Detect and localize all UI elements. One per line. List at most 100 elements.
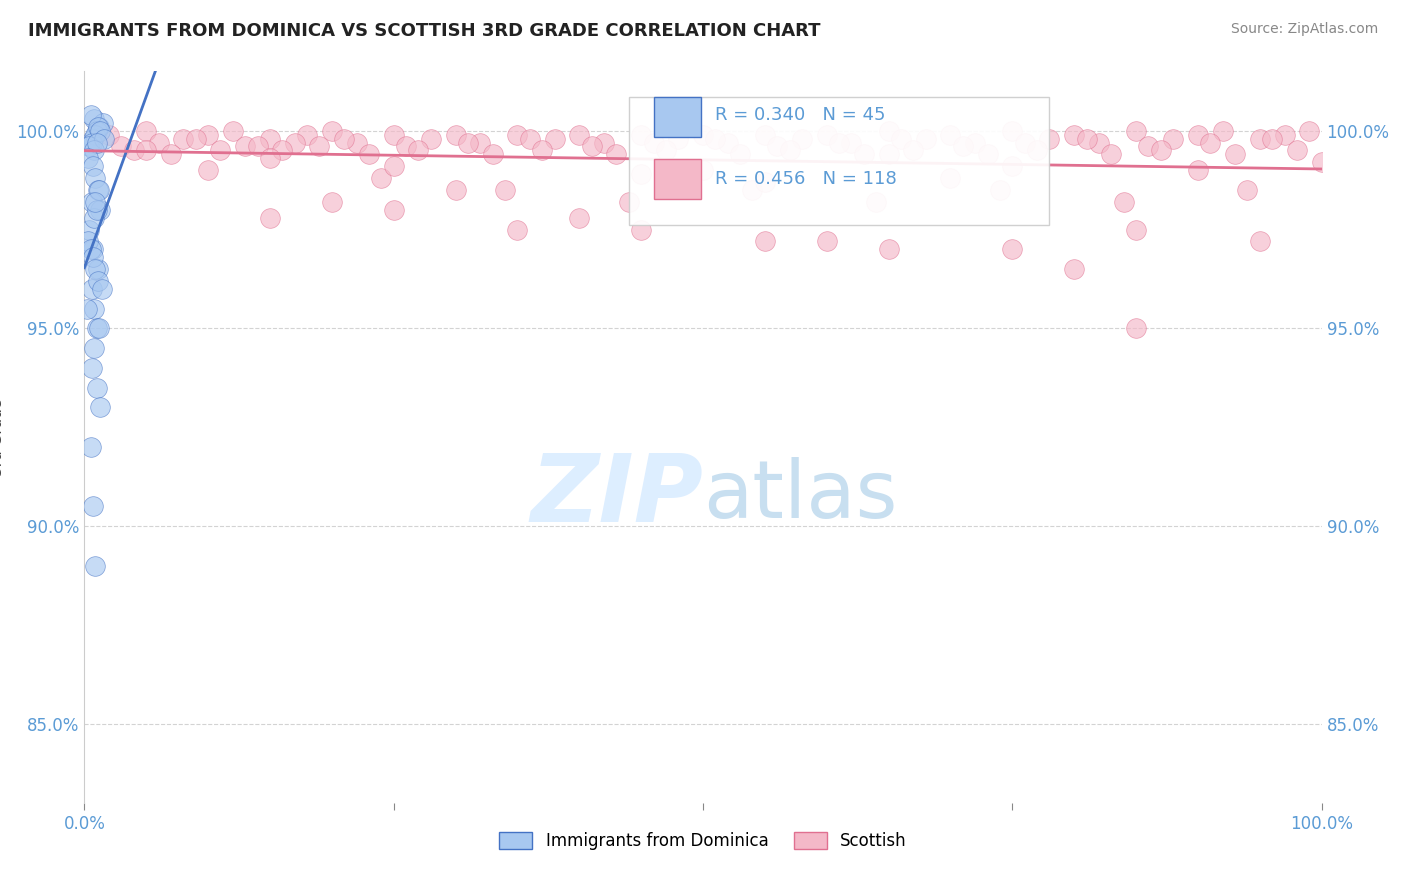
Scottish [976, 147, 998, 161]
Immigrants from Dominica [79, 108, 101, 122]
Immigrants from Dominica [84, 194, 107, 209]
Scottish [728, 147, 751, 161]
Scottish [1014, 136, 1036, 150]
Immigrants from Dominica [89, 123, 111, 137]
Immigrants from Dominica [77, 235, 100, 249]
Scottish [370, 171, 392, 186]
Text: R = 0.456   N = 118: R = 0.456 N = 118 [716, 169, 897, 188]
Scottish [382, 128, 405, 142]
Scottish [1001, 123, 1024, 137]
Immigrants from Dominica [80, 136, 103, 150]
Immigrants from Dominica [79, 242, 101, 256]
Scottish [568, 211, 591, 225]
Scottish [1063, 128, 1085, 142]
Scottish [470, 136, 492, 150]
Text: Source: ZipAtlas.com: Source: ZipAtlas.com [1230, 22, 1378, 37]
Immigrants from Dominica [80, 194, 103, 209]
Scottish [110, 139, 132, 153]
Scottish [1199, 136, 1222, 150]
Scottish [457, 136, 479, 150]
Immigrants from Dominica [89, 120, 111, 134]
Immigrants from Dominica [86, 136, 108, 150]
Scottish [1125, 222, 1147, 236]
Scottish [779, 144, 801, 158]
Scottish [184, 131, 207, 145]
Scottish [122, 144, 145, 158]
Scottish [877, 123, 900, 137]
Scottish [419, 131, 441, 145]
Scottish [259, 131, 281, 145]
Scottish [1187, 163, 1209, 178]
Scottish [1261, 131, 1284, 145]
Text: atlas: atlas [703, 457, 897, 534]
Scottish [890, 131, 912, 145]
Scottish [444, 183, 467, 197]
FancyBboxPatch shape [654, 97, 700, 137]
Scottish [259, 211, 281, 225]
Immigrants from Dominica [84, 128, 107, 142]
Immigrants from Dominica [83, 301, 105, 316]
Scottish [630, 167, 652, 181]
Immigrants from Dominica [83, 112, 105, 126]
Scottish [209, 144, 232, 158]
Scottish [841, 136, 863, 150]
Scottish [1150, 144, 1173, 158]
Scottish [1112, 194, 1135, 209]
Scottish [766, 139, 789, 153]
Immigrants from Dominica [93, 131, 115, 145]
Immigrants from Dominica [79, 139, 101, 153]
Scottish [408, 144, 430, 158]
Immigrants from Dominica [91, 116, 114, 130]
Immigrants from Dominica [82, 242, 104, 256]
Scottish [531, 144, 554, 158]
Scottish [333, 131, 356, 145]
Immigrants from Dominica [89, 202, 111, 217]
Scottish [295, 128, 318, 142]
Scottish [444, 128, 467, 142]
Scottish [1187, 128, 1209, 142]
Scottish [754, 175, 776, 189]
Scottish [222, 123, 245, 137]
Scottish [965, 136, 987, 150]
Scottish [346, 136, 368, 150]
Scottish [568, 128, 591, 142]
FancyBboxPatch shape [628, 97, 1049, 225]
Scottish [630, 128, 652, 142]
Scottish [494, 183, 516, 197]
Immigrants from Dominica [80, 360, 103, 375]
Immigrants from Dominica [84, 262, 107, 277]
Immigrants from Dominica [84, 558, 107, 573]
Scottish [828, 136, 851, 150]
Scottish [481, 147, 503, 161]
Scottish [1063, 262, 1085, 277]
Scottish [815, 235, 838, 249]
Scottish [506, 222, 529, 236]
Scottish [172, 131, 194, 145]
Scottish [382, 202, 405, 217]
Scottish [692, 128, 714, 142]
Scottish [717, 136, 740, 150]
Scottish [581, 139, 603, 153]
Scottish [1038, 131, 1060, 145]
Text: IMMIGRANTS FROM DOMINICA VS SCOTTISH 3RD GRADE CORRELATION CHART: IMMIGRANTS FROM DOMINICA VS SCOTTISH 3RD… [28, 22, 821, 40]
Scottish [197, 128, 219, 142]
Scottish [271, 144, 294, 158]
Scottish [1223, 147, 1246, 161]
Scottish [233, 139, 256, 153]
Scottish [382, 159, 405, 173]
Scottish [1125, 123, 1147, 137]
Immigrants from Dominica [83, 144, 105, 158]
Scottish [259, 152, 281, 166]
Immigrants from Dominica [89, 401, 111, 415]
Scottish [1125, 321, 1147, 335]
Scottish [1249, 235, 1271, 249]
Scottish [98, 128, 121, 142]
Immigrants from Dominica [79, 440, 101, 454]
Scottish [666, 131, 689, 145]
Scottish [952, 139, 974, 153]
Scottish [160, 147, 183, 161]
Scottish [704, 131, 727, 145]
Immigrants from Dominica [86, 123, 108, 137]
Scottish [321, 194, 343, 209]
Scottish [506, 128, 529, 142]
